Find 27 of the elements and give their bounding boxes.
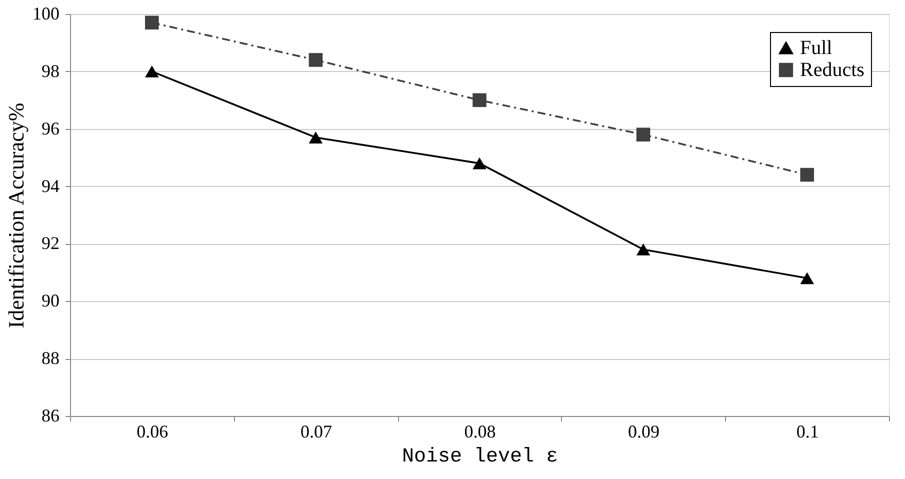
point: [145, 65, 159, 78]
y-tick-label: 92: [42, 233, 60, 254]
y-tick-label: 90: [42, 290, 60, 311]
point: [472, 93, 486, 108]
x-tick-label: 0.06: [136, 422, 168, 442]
x-tick-label: 0.1: [796, 422, 819, 442]
x-tick-label: 0.07: [300, 422, 332, 442]
y-tick-label: 96: [42, 118, 60, 138]
y-tick-label: 98: [42, 60, 60, 81]
point: [800, 272, 814, 284]
y-tick-label: 88: [42, 348, 60, 368]
y-tick-label: 100: [32, 4, 60, 24]
x-tick-label: 0.08: [464, 422, 496, 442]
point: [636, 128, 650, 142]
point: [145, 16, 159, 30]
y-tick-label: 94: [42, 176, 60, 196]
x-axis-title: Noise level ε: [402, 446, 558, 468]
point: [472, 157, 486, 170]
point: [308, 132, 323, 144]
legend-label: Reducts: [800, 59, 865, 81]
y-axis-title: Identification Accuracy%: [4, 102, 28, 328]
point: [636, 243, 650, 256]
legend-label: Full: [800, 37, 833, 59]
x-tick-label: 0.09: [628, 422, 660, 442]
point: [308, 53, 323, 67]
y-tick-label: 86: [42, 406, 60, 426]
point: [800, 168, 814, 182]
